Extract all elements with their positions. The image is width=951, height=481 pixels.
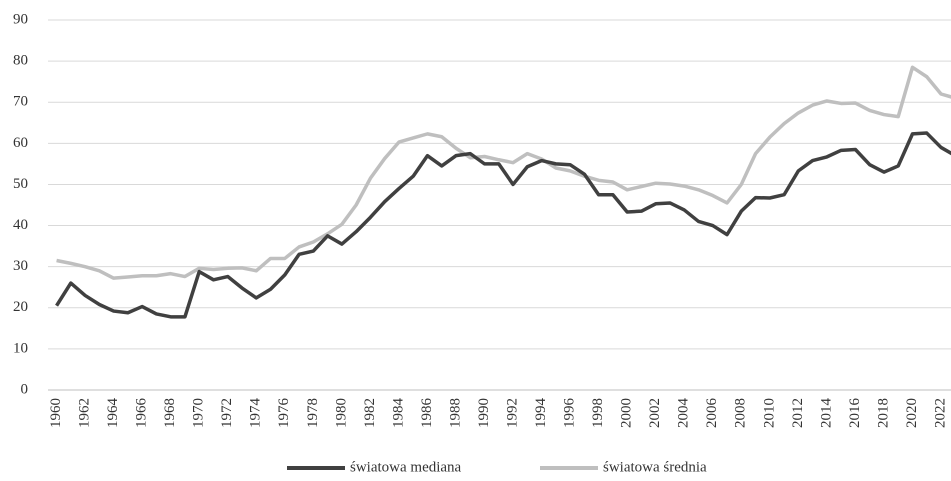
x-tick-label: 1992 — [504, 398, 520, 428]
x-tick-label: 2008 — [733, 398, 749, 428]
x-tick-label: 1998 — [590, 398, 606, 428]
y-tick-label: 90 — [13, 11, 28, 27]
y-tick-label: 10 — [13, 340, 28, 356]
x-tick-label: 1970 — [191, 398, 207, 428]
y-tick-label: 20 — [13, 299, 28, 315]
legend-label: światowa średnia — [603, 459, 707, 475]
x-tick-label: 2020 — [904, 398, 920, 428]
x-tick-label: 1984 — [390, 398, 406, 429]
line-series — [55, 131, 951, 319]
x-tick-label: 1982 — [362, 398, 378, 428]
x-tick-label: 1990 — [476, 398, 492, 428]
x-tick-label: 1980 — [333, 398, 349, 428]
x-tick-label: 2002 — [647, 398, 663, 428]
x-tick-label: 2018 — [875, 398, 891, 428]
x-tick-label: 2022 — [932, 398, 948, 428]
x-tick-label: 1964 — [105, 398, 121, 429]
x-tick-label: 1988 — [447, 398, 463, 428]
x-tick-label: 1962 — [77, 398, 93, 428]
y-tick-label: 60 — [13, 135, 28, 151]
x-tick-label: 1960 — [48, 398, 64, 428]
x-tick-label: 2016 — [847, 398, 863, 429]
y-tick-label: 0 — [21, 381, 29, 397]
y-tick-label: 70 — [13, 94, 28, 110]
y-tick-label: 80 — [13, 53, 28, 69]
legend-label: światowa mediana — [350, 459, 462, 475]
y-tick-label: 50 — [13, 176, 28, 192]
x-tick-label: 1994 — [533, 398, 549, 429]
y-tick-label: 40 — [13, 217, 28, 233]
x-tick-label: 1976 — [276, 398, 292, 429]
plot-area — [55, 65, 951, 319]
x-tick-label: 1986 — [419, 398, 435, 429]
x-tick-label: 1974 — [248, 398, 264, 429]
x-tick-label: 1968 — [162, 398, 178, 428]
x-tick-label: 1996 — [562, 398, 578, 429]
x-tick-label: 1978 — [305, 398, 321, 428]
x-tick-label: 2012 — [790, 398, 806, 428]
x-tick-label: 2006 — [704, 398, 720, 429]
x-tick-label: 2004 — [676, 398, 692, 429]
line-series — [56, 65, 951, 280]
x-tick-label: 2014 — [818, 398, 834, 429]
x-tick-label: 1972 — [219, 398, 235, 428]
x-tick-label: 1966 — [134, 398, 150, 429]
x-tick-label: 2000 — [619, 398, 635, 428]
x-tick-label: 2010 — [761, 398, 777, 428]
y-tick-label: 30 — [13, 258, 28, 274]
